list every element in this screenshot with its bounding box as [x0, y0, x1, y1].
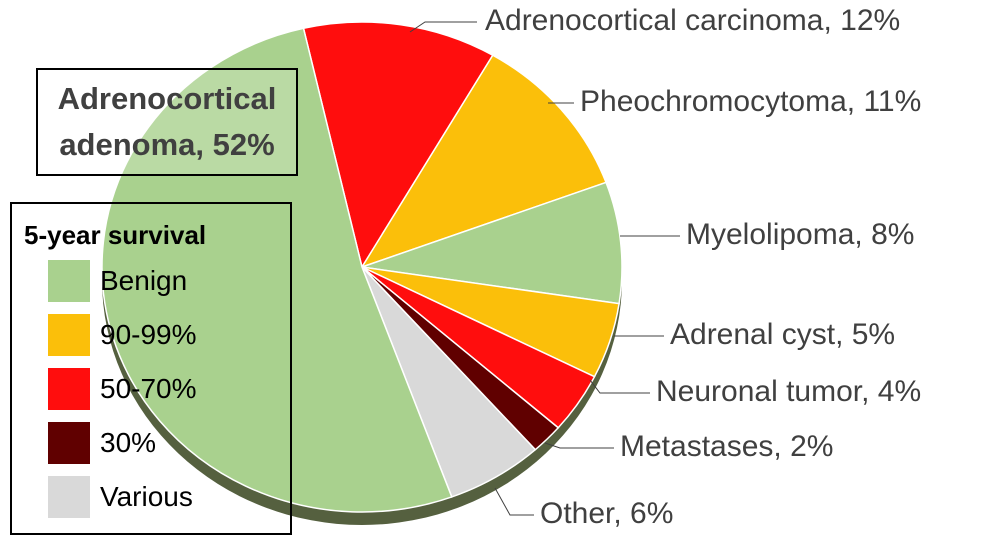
legend-swatch: [48, 422, 90, 464]
data-label: Other, 6%: [540, 497, 673, 530]
data-label: Adrenal cyst, 5%: [670, 318, 895, 351]
legend-swatch: [48, 314, 90, 356]
pie-slice: [361, 181, 623, 305]
legend-label: Various: [100, 481, 193, 512]
pie-slice: [302, 21, 494, 269]
data-label: Pheochromocytoma, 11%: [580, 85, 921, 118]
legend-item: 90-99%: [48, 314, 197, 356]
legend-label: Benign: [100, 265, 188, 296]
data-label: Myelolipoma, 8%: [686, 218, 914, 251]
data-label: Neuronal tumor, 4%: [656, 375, 921, 408]
leader-line: [544, 442, 614, 449]
pie-slice: [101, 27, 453, 513]
legend: 5-year survival Benign 90-99% 50-70% 30% Var…: [10, 202, 292, 535]
legend-label: 30%: [100, 427, 157, 458]
legend-swatch: [48, 260, 90, 302]
legend-item: Benign: [48, 260, 187, 302]
callout-label: Adrenocortical adenoma, 52%: [36, 68, 298, 176]
legend-title: 5-year survival: [24, 220, 207, 250]
leader-line: [589, 379, 650, 394]
legend-label: 90-99%: [100, 319, 197, 350]
leader-line: [409, 21, 477, 33]
data-label: Metastases, 2%: [620, 430, 833, 463]
pie-slice: [360, 54, 607, 269]
legend-item: 30%: [48, 422, 156, 464]
legend-label: 50-70%: [100, 373, 197, 404]
legend-swatch: [48, 368, 90, 410]
leader-line: [494, 487, 534, 516]
legend-item: 50-70%: [48, 368, 197, 410]
legend-item: Various: [48, 476, 193, 518]
legend-swatch: [48, 476, 90, 518]
data-label: Adrenocortical carcinoma, 12%: [485, 4, 900, 37]
